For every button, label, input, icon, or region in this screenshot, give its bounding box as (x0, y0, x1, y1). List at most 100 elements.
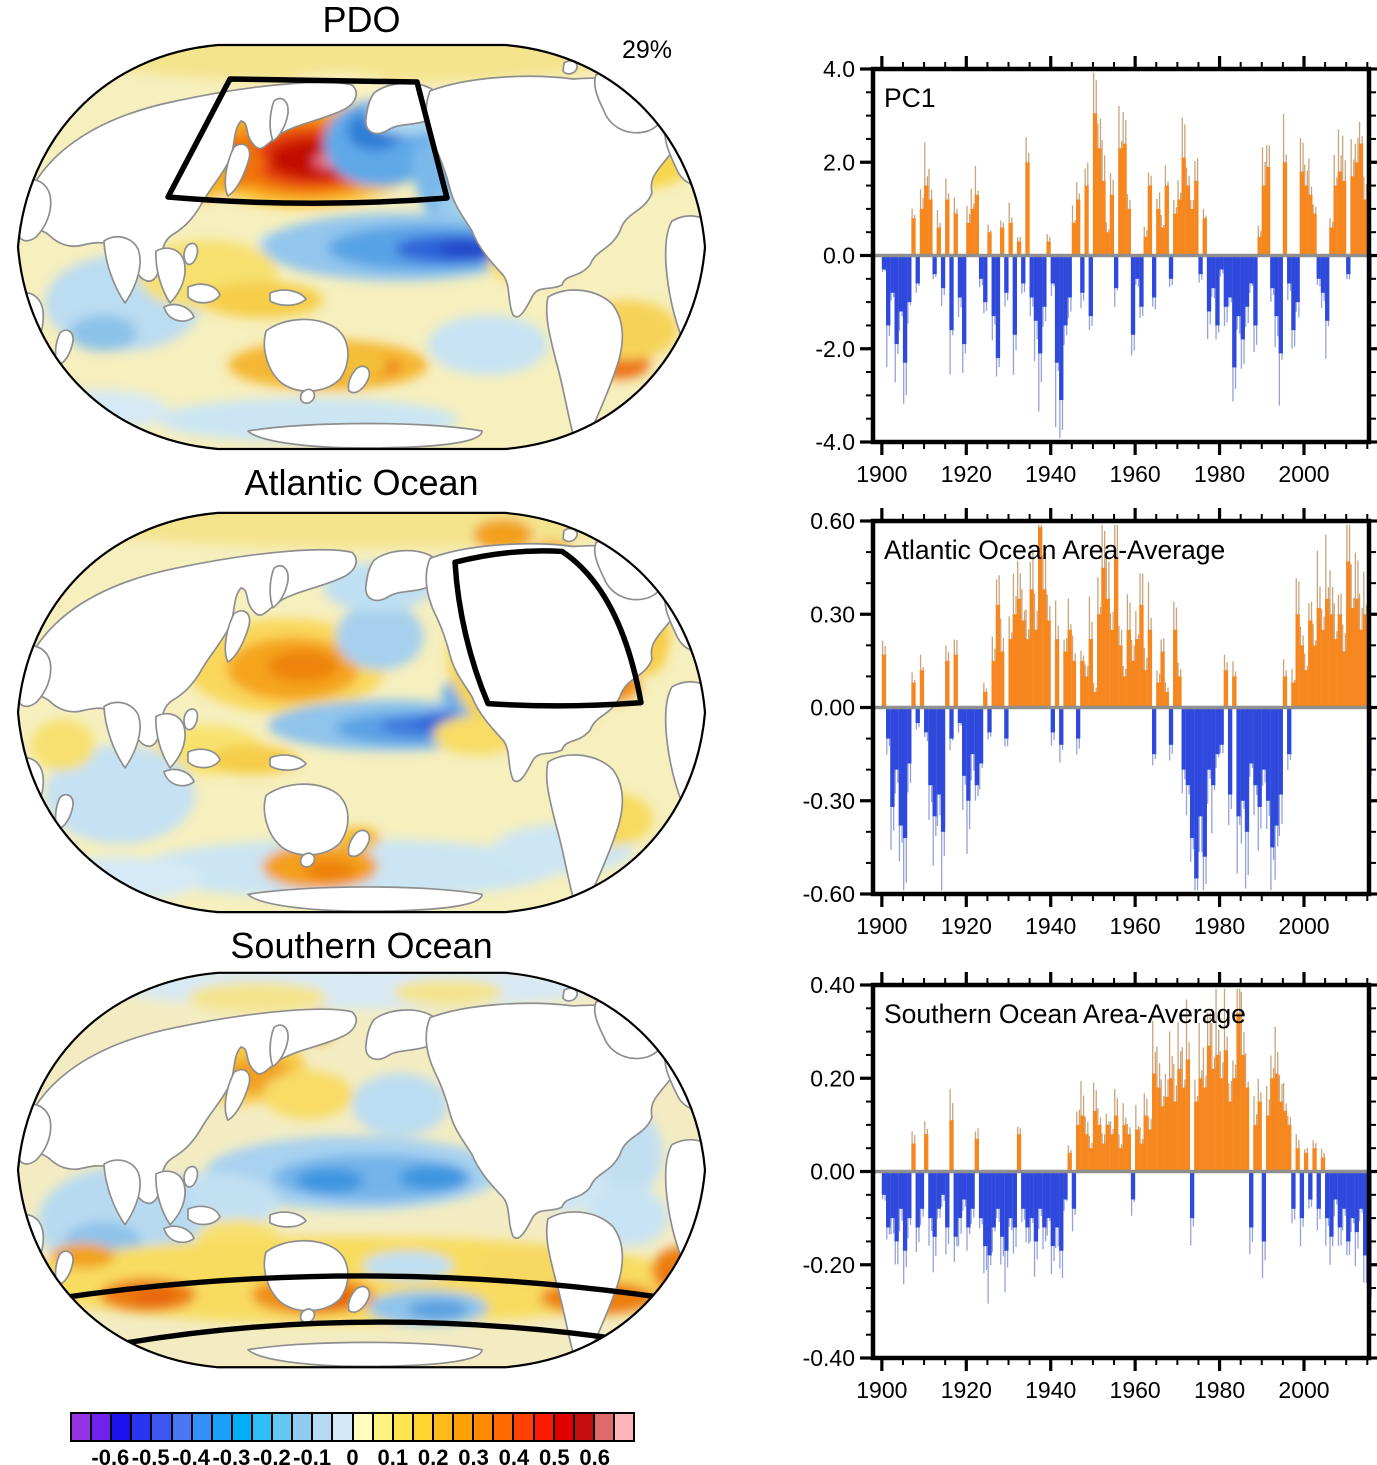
colorbar-tick-label: 0.1 (377, 1445, 409, 1465)
x-tick-labels: 1900 1920 1940 1960 1980 2000 (856, 1377, 1329, 1403)
x-tick-label: 2000 (1278, 461, 1329, 487)
colorbar-tick-label: 0 (346, 1445, 359, 1465)
x-tick-label: 1940 (1025, 913, 1076, 939)
x-tick-labels: 1900 1920 1940 1960 1980 2000 (856, 913, 1329, 939)
colorbar-cell (353, 1414, 374, 1440)
map-title-southern: Southern Ocean (230, 925, 493, 966)
y-tick-label: -4.0 (815, 429, 855, 455)
map-outline (16, 971, 707, 1369)
x-tick-label: 2000 (1278, 1377, 1329, 1403)
y-tick-label: 0.60 (810, 508, 855, 534)
colorbar-cell (494, 1414, 515, 1440)
x-tick-label: 1900 (856, 913, 907, 939)
region-band-southern-ocean (47, 1273, 679, 1352)
colorbar-tick-label: 0.3 (458, 1445, 489, 1465)
x-tick-label: 1920 (941, 913, 992, 939)
x-tick-label: 1920 (941, 461, 992, 487)
y-tick-label: -0.30 (803, 788, 855, 814)
x-tick-label: 1900 (856, 461, 907, 487)
map-title-pdo: PDO (322, 0, 401, 40)
colorbar-cell (293, 1414, 314, 1440)
map-outline (16, 43, 707, 451)
y-tick-label: 0.00 (810, 1159, 855, 1185)
world-map-pdo-regression (16, 43, 707, 451)
colorbar-cell (333, 1414, 354, 1440)
x-tick-label: 1960 (1110, 1377, 1161, 1403)
world-map-southern-regression (16, 971, 707, 1369)
colorbar-cell (614, 1414, 634, 1440)
colorbar-cell (152, 1414, 173, 1440)
y-tick-label: 0.30 (810, 601, 855, 627)
colorbar-cell (574, 1414, 595, 1440)
colorbar-cell (232, 1414, 253, 1440)
colorbar-cell (192, 1414, 213, 1440)
colorbar-cell (373, 1414, 394, 1440)
x-tick-label: 2000 (1278, 913, 1329, 939)
x-tick-label: 1900 (856, 1377, 907, 1403)
y-tick-labels: 4.0 2.0 0.0 -2.0 -4.0 (815, 56, 855, 455)
y-tick-label: 0.40 (810, 972, 855, 998)
y-tick-labels: 0.40 0.20 0.00 -0.20 -0.40 (803, 972, 855, 1371)
filtered-anomaly-bars (881, 527, 1372, 879)
colorbar-cell (132, 1414, 153, 1440)
colorbar-tick-label: 0.4 (498, 1445, 530, 1465)
colorbar-tick-label: 0.5 (538, 1445, 570, 1465)
colorbar-cell (72, 1414, 93, 1440)
colorbar-tick-label: -0.2 (252, 1445, 291, 1465)
y-tick-label: -0.60 (803, 881, 855, 907)
chart-title-label: Atlantic Ocean Area-Average (884, 535, 1225, 565)
colorbar-cell (454, 1414, 475, 1440)
colorbar-labels: -0.6 -0.5 -0.4 -0.3 -0.2 -0.1 0 0.1 0.2 0.3 0.4 0.5… (70, 1442, 635, 1465)
y-tick-label: -0.40 (803, 1345, 855, 1371)
chart-southern-area-average: 0.40 0.20 0.00 -0.20 -0.40 1900 1920 1940 1960 19… (770, 971, 1377, 1431)
colorbar-cell (393, 1414, 414, 1440)
colorbar-tick-label: -0.6 (91, 1445, 130, 1465)
colorbar-cell (413, 1414, 434, 1440)
y-tick-label: 2.0 (823, 149, 855, 175)
x-tick-label: 1980 (1194, 913, 1245, 939)
colorbar-cell (433, 1414, 455, 1440)
x-tick-label: 1980 (1194, 461, 1245, 487)
plot-frame (870, 982, 1372, 1361)
x-tick-label: 1940 (1025, 461, 1076, 487)
x-tick-label: 1940 (1025, 1377, 1076, 1403)
y-tick-label: 4.0 (823, 56, 855, 82)
colorbar-cells (70, 1412, 635, 1442)
colorbar-cell (554, 1414, 575, 1440)
x-tick-label: 1920 (941, 1377, 992, 1403)
colorbar-tick-label: 0.6 (579, 1445, 610, 1465)
axis-ticks (860, 56, 1377, 455)
y-tick-label: 0.00 (810, 695, 855, 721)
colorbar-tick-label: -0.4 (172, 1445, 211, 1465)
map-outline (16, 511, 707, 914)
y-tick-label: -2.0 (815, 336, 855, 362)
filtered-anomaly-bars (881, 1012, 1372, 1298)
chart-atlantic-area-average: 0.60 0.30 0.00 -0.30 -0.60 1900 1920 1940 1960 19… (770, 507, 1377, 967)
chart-pc1: 4.0 2.0 0.0 -2.0 -4.0 1900 1920 1940 1960 1980 200… (770, 55, 1377, 515)
colorbar-cell (594, 1414, 615, 1440)
plot-frame (870, 66, 1372, 445)
colorbar-tick-label: -0.1 (293, 1445, 332, 1465)
colorbar-cell (92, 1414, 113, 1440)
colorbar-cell (313, 1414, 334, 1440)
colorbar-cell (252, 1414, 274, 1440)
colorbar-tick-label: -0.3 (212, 1445, 251, 1465)
x-tick-labels: 1900 1920 1940 1960 1980 2000 (856, 461, 1329, 487)
x-tick-label: 1960 (1110, 913, 1161, 939)
region-box-north-pacific (165, 76, 450, 207)
southern-band-north-boundary (47, 1273, 679, 1303)
x-tick-label: 1960 (1110, 461, 1161, 487)
southern-band-south-boundary (92, 1319, 664, 1352)
y-tick-label: -0.20 (803, 1252, 855, 1278)
colorbar-cell (534, 1414, 555, 1440)
region-box-north-atlantic (452, 548, 644, 709)
map-title-atlantic: Atlantic Ocean (244, 462, 479, 503)
world-map-atlantic-regression (16, 511, 707, 914)
colorbar-cell (474, 1414, 495, 1440)
colorbar-tick-label: 0.2 (417, 1445, 449, 1465)
chart-title-label: PC1 (884, 83, 936, 113)
